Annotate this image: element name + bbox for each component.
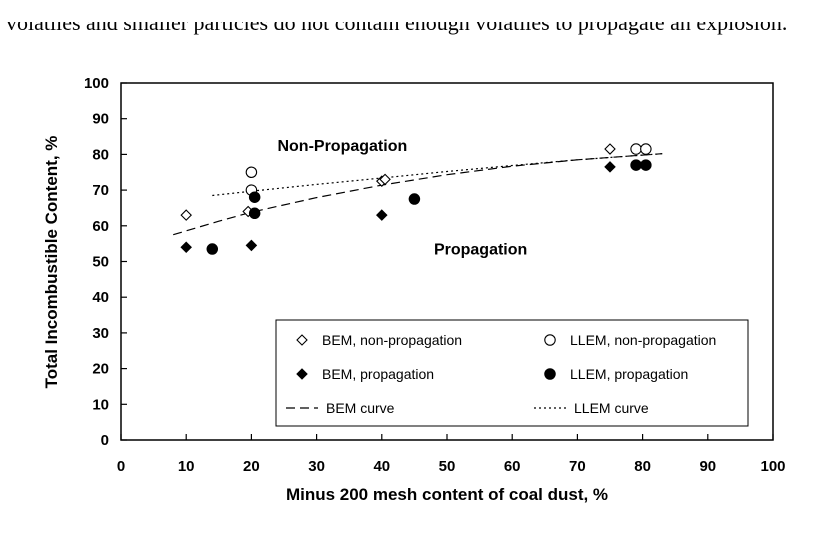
data-point <box>180 241 192 253</box>
y-tick-label: 70 <box>92 182 109 199</box>
legend-symbol <box>296 368 308 380</box>
x-tick-label: 0 <box>117 458 125 475</box>
y-tick-label: 50 <box>92 254 109 271</box>
plot-frame <box>120 82 774 441</box>
data-point <box>630 159 642 171</box>
legend-label: BEM curve <box>326 400 395 416</box>
y-tick-label: 90 <box>92 111 109 128</box>
x-tick-label: 40 <box>373 458 390 475</box>
legend-symbol <box>296 334 308 346</box>
bem-curve <box>173 153 663 236</box>
data-point <box>630 143 642 155</box>
y-tick-label: 0 <box>101 432 109 449</box>
y-tick-label: 20 <box>92 361 109 378</box>
y-tick-label: 80 <box>92 146 109 163</box>
annotation-propagation: Propagation <box>434 241 527 258</box>
legend-label: BEM, propagation <box>322 366 434 382</box>
x-tick-label: 70 <box>569 458 586 475</box>
x-tick-label: 80 <box>634 458 651 475</box>
y-tick-label: 40 <box>92 289 109 306</box>
fitted-curves <box>173 153 663 236</box>
data-point <box>180 209 192 221</box>
data-point <box>245 239 258 252</box>
y-axis-title: Total Incombustible Content, % <box>42 136 61 389</box>
legend-label: LLEM, propagation <box>570 366 688 382</box>
legend-box <box>275 319 749 427</box>
x-tick-label: 30 <box>308 458 325 475</box>
legend-label: BEM, non-propagation <box>322 332 462 348</box>
x-tick-label: 20 <box>243 458 260 475</box>
y-tick-label: 10 <box>92 396 109 413</box>
y-tick-label: 30 <box>92 325 109 342</box>
llem-curve <box>212 153 663 197</box>
legend-label: LLEM curve <box>574 400 649 416</box>
data-point <box>604 161 616 173</box>
x-tick-label: 60 <box>504 458 521 475</box>
data-point <box>640 143 652 155</box>
x-tick-label: 50 <box>439 458 456 475</box>
data-point <box>640 159 652 171</box>
x-tick-label: 90 <box>699 458 716 475</box>
data-point <box>245 166 258 179</box>
x-axis-ticks: 0 10 20 30 40 50 60 70 80 90 100 <box>117 434 786 475</box>
x-axis-title: Minus 200 mesh content of coal dust, % <box>286 485 608 504</box>
legend-label: LLEM, non-propagation <box>570 332 716 348</box>
data-point <box>604 143 616 155</box>
data-point <box>248 207 261 220</box>
data-point <box>376 209 388 221</box>
x-tick-label: 100 <box>760 458 785 475</box>
legend-symbol <box>544 368 556 380</box>
y-tick-label: 60 <box>92 218 109 235</box>
data-points <box>180 143 652 255</box>
figure-caption: volatiles and smaller particles do not c… <box>0 22 820 48</box>
y-tick-label: 100 <box>84 75 109 92</box>
data-point <box>379 173 391 186</box>
data-point <box>408 193 421 205</box>
data-point <box>248 191 261 203</box>
y-axis-ticks: 0 10 20 30 40 50 60 70 80 90 100 <box>84 75 127 449</box>
caption-text: volatiles and smaller particles do not c… <box>6 22 788 35</box>
legend-symbol <box>544 334 556 346</box>
data-point <box>206 243 219 255</box>
x-tick-label: 10 <box>178 458 195 475</box>
legend: BEM, non-propagation LLEM, non-propagatio… <box>275 319 749 427</box>
annotation-non-propagation: Non-Propagation <box>277 138 407 155</box>
